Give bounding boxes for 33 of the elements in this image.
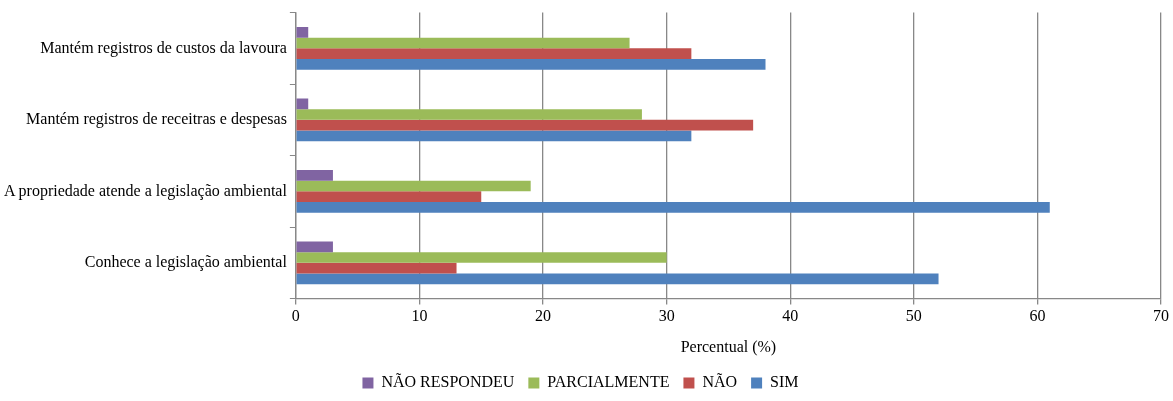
- legend-label: PARCIALMENTE: [547, 373, 670, 391]
- x-tick-label: 30: [658, 307, 675, 325]
- x-tick-label: 50: [905, 307, 922, 325]
- bar: [296, 252, 667, 263]
- bar: [296, 191, 482, 203]
- y-tick-label: A propriedade atende a legislação ambiental: [3, 181, 288, 200]
- x-tick-label: 70: [1153, 307, 1169, 325]
- bar: [296, 241, 333, 253]
- bar: [296, 26, 309, 38]
- x-tick-label: 10: [411, 307, 428, 325]
- y-tick-label: Mantém registros de receitras e despesas: [26, 110, 287, 129]
- bar: [296, 180, 531, 192]
- bar: [296, 130, 692, 142]
- bar: [296, 202, 1050, 213]
- bar: [296, 109, 642, 120]
- bar: [296, 262, 457, 274]
- y-tick-label: Mantém registros de custos da lavoura: [40, 38, 287, 57]
- bar: [296, 169, 333, 181]
- x-axis-title: Percentual (%): [680, 337, 777, 356]
- bar: [296, 59, 766, 70]
- legend-label: NÃO: [702, 373, 738, 391]
- x-tick-label: 0: [291, 307, 300, 325]
- bar: [296, 119, 754, 131]
- bar: [296, 273, 939, 285]
- legend-label: SIM: [770, 373, 799, 391]
- x-tick-label: 20: [535, 307, 552, 325]
- bar: [296, 48, 692, 60]
- x-tick-label: 40: [782, 307, 799, 325]
- x-tick-label: 60: [1029, 307, 1046, 325]
- bar: [296, 37, 630, 49]
- y-tick-label: Conhece a legislação ambiental: [84, 253, 288, 272]
- bar: [296, 98, 309, 110]
- legend-label: NÃO RESPONDEU: [381, 373, 515, 391]
